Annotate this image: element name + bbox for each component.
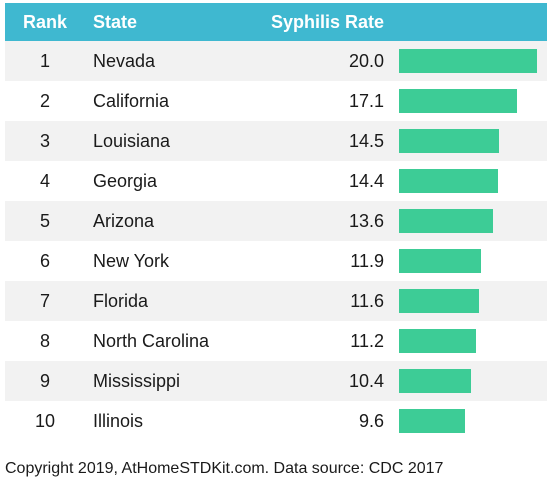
rate-bar (399, 49, 537, 73)
table-header: Rank State Syphilis Rate (5, 3, 547, 41)
state-cell: California (93, 91, 170, 111)
state-cell: Georgia (93, 171, 158, 191)
rate-cell: 14.4 (348, 171, 384, 191)
state-cell: Mississippi (93, 371, 181, 391)
table-row: 3 Louisiana 14.5 (5, 121, 547, 161)
state-cell: North Carolina (93, 331, 210, 351)
rank-cell: 5 (39, 211, 50, 231)
table-row: 8 North Carolina 11.2 (5, 321, 547, 361)
rate-bar (399, 169, 498, 193)
rank-column-header: Rank (22, 12, 67, 32)
rate-bar (399, 329, 476, 353)
rate-cell: 13.6 (348, 211, 384, 231)
state-cell: Louisiana (93, 131, 171, 151)
bar-column-header (393, 3, 547, 41)
rank-cell: 6 (39, 251, 50, 271)
rank-cell: 7 (39, 291, 50, 311)
rank-cell: 2 (39, 91, 50, 111)
state-cell: Florida (93, 291, 149, 311)
rate-column-header: Syphilis Rate (270, 12, 384, 32)
rank-cell: 1 (39, 51, 50, 71)
state-cell: New York (93, 251, 170, 271)
table-row: 9 Mississippi 10.4 (5, 361, 547, 401)
rate-cell: 11.6 (350, 291, 384, 311)
rank-cell: 8 (39, 331, 50, 351)
rate-cell: 10.4 (348, 371, 384, 391)
rate-cell: 11.9 (350, 251, 384, 271)
rate-bar (399, 209, 493, 233)
rate-cell: 20.0 (348, 51, 384, 71)
rate-bar (399, 369, 471, 393)
rate-bar (399, 289, 479, 313)
rate-cell: 14.5 (348, 131, 384, 151)
table-row: 7 Florida 11.6 (5, 281, 547, 321)
ranking-table: Rank State Syphilis Rate 1 Nevada 20.0 2 Cal… (5, 3, 547, 441)
table-row: 10 Illinois 9.6 (5, 401, 547, 441)
state-cell: Nevada (93, 51, 156, 71)
rank-cell: 4 (39, 171, 50, 191)
table-row: 2 California 17.1 (5, 81, 547, 121)
rank-cell: 9 (39, 371, 50, 391)
rate-bar (399, 409, 465, 433)
rate-cell: 11.2 (350, 331, 384, 351)
rate-cell: 9.6 (358, 411, 384, 431)
state-cell: Arizona (93, 211, 155, 231)
table-row: 5 Arizona 13.6 (5, 201, 547, 241)
table-body: 1 Nevada 20.0 2 California 17.1 3 Louisiana 14.5… (5, 41, 547, 441)
rate-bar (399, 249, 481, 273)
rate-bar (399, 89, 517, 113)
table-row: 1 Nevada 20.0 (5, 41, 547, 81)
state-column-header: State (93, 12, 138, 32)
rank-cell: 3 (39, 131, 50, 151)
rate-bar (399, 129, 499, 153)
rate-cell: 17.1 (348, 91, 384, 111)
table-row: 4 Georgia 14.4 (5, 161, 547, 201)
table-row: 6 New York 11.9 (5, 241, 547, 281)
copyright-footer: Copyright 2019, AtHomeSTDKit.com. Data s… (5, 460, 444, 477)
rank-cell: 10 (34, 411, 56, 431)
state-cell: Illinois (93, 411, 144, 431)
